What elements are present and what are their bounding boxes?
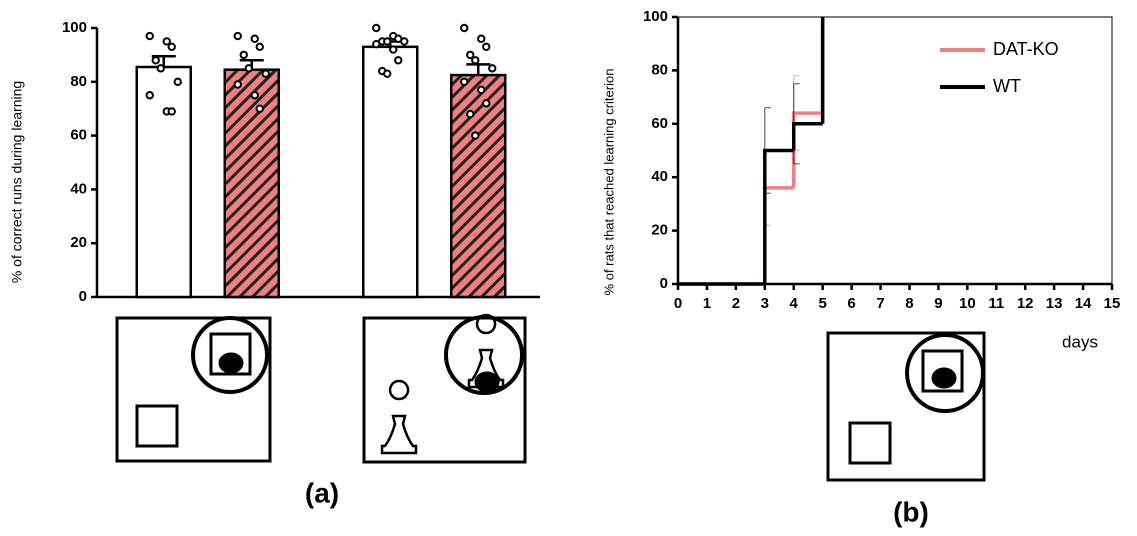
y-tick-label: 60: [70, 127, 87, 144]
data-point: [477, 34, 486, 43]
x-tick-label: 8: [905, 295, 913, 312]
arena-diagram: [115, 316, 272, 463]
y-tick-label: 20: [70, 234, 87, 251]
y-tick-label: 0: [660, 275, 668, 292]
data-point: [471, 131, 480, 140]
x-axis-title: days: [1062, 332, 1098, 351]
step-line: [791, 122, 823, 151]
data-point: [233, 31, 242, 41]
data-point: [156, 64, 165, 73]
data-point: [255, 42, 264, 52]
x-tick-label: 2: [732, 295, 740, 312]
panel-label: (a): [305, 477, 339, 508]
step-line: [763, 148, 794, 284]
data-point: [372, 23, 381, 33]
data-point: [145, 31, 154, 41]
data-point: [471, 56, 480, 65]
x-tick-label: 3: [761, 295, 769, 312]
legend-label: DAT-KO: [993, 39, 1059, 59]
panel-label: (b): [893, 496, 929, 527]
data-point: [255, 104, 264, 113]
data-point: [466, 50, 475, 60]
x-tick-label: 9: [934, 295, 942, 312]
bar: [135, 65, 192, 299]
data-point: [167, 42, 176, 52]
x-tick-label: 7: [876, 295, 884, 312]
x-tick-label: 11: [988, 295, 1004, 312]
data-point: [162, 37, 171, 46]
y-axis-title: % of rats that reached learning criterio…: [601, 69, 616, 296]
x-tick-label: 15: [1104, 295, 1121, 312]
y-tick-label: 80: [70, 73, 87, 90]
data-point: [173, 77, 182, 87]
data-point: [261, 69, 270, 78]
data-point: [372, 39, 381, 49]
data-point: [482, 42, 491, 52]
x-tick-label: 5: [818, 295, 826, 312]
y-tick-label: 40: [70, 180, 87, 197]
y-tick-label: 80: [651, 61, 668, 78]
data-point: [233, 80, 242, 89]
y-tick-label: 20: [651, 222, 668, 239]
arena-diagram: [362, 313, 527, 464]
data-point: [482, 99, 491, 108]
x-tick-label: 0: [674, 295, 682, 312]
data-point: [460, 23, 469, 33]
data-point: [400, 37, 409, 46]
x-tick-label: 1: [703, 295, 711, 312]
data-point: [394, 56, 403, 65]
y-tick-label: 0: [79, 288, 87, 305]
data-point: [250, 91, 259, 100]
arena-diagram: [826, 331, 986, 482]
data-point: [383, 69, 392, 78]
y-tick-label: 100: [643, 8, 668, 25]
x-tick-label: 10: [959, 295, 976, 312]
data-point: [167, 107, 176, 116]
bar: [362, 45, 419, 299]
data-point: [239, 50, 248, 60]
data-point: [383, 37, 392, 46]
step-line: [763, 186, 794, 284]
data-point: [250, 34, 259, 43]
y-tick-label: 40: [651, 168, 668, 185]
data-point: [488, 64, 497, 73]
data-point: [460, 77, 469, 87]
data-point: [389, 45, 398, 54]
y-tick-label: 60: [651, 115, 668, 132]
x-tick-label: 6: [847, 295, 855, 312]
x-tick-label: 13: [1046, 295, 1063, 312]
y-axis-title: % of correct runs during learning: [9, 81, 25, 283]
bar: [223, 68, 280, 299]
x-tick-label: 4: [790, 295, 799, 312]
data-point: [477, 85, 486, 95]
data-point: [466, 109, 475, 119]
data-point: [151, 56, 160, 65]
y-tick-label: 100: [62, 19, 87, 36]
data-point: [145, 91, 154, 100]
x-tick-label: 12: [1017, 295, 1034, 312]
data-point: [244, 64, 253, 73]
legend-label: WT: [993, 76, 1021, 96]
x-tick-label: 14: [1075, 295, 1092, 312]
bar: [450, 73, 507, 299]
